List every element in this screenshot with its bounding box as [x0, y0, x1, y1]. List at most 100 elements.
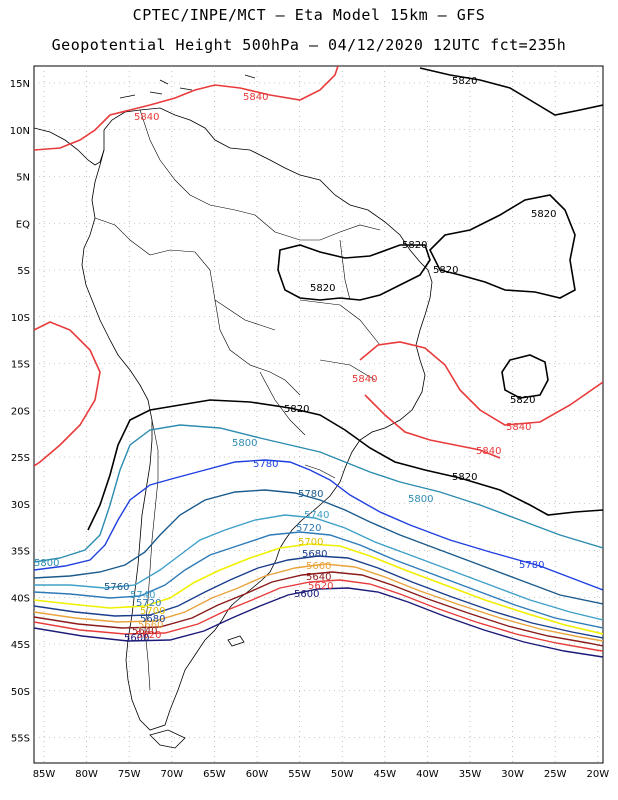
lat-label: 15N — [10, 79, 30, 90]
label-5740-b: 5740 — [130, 590, 155, 601]
label-5840-b: 5840 — [134, 112, 159, 123]
label-5740-a: 5740 — [304, 510, 329, 521]
border-paraguay — [259, 371, 306, 436]
label-5820-b: 5820 — [531, 209, 556, 220]
contour-5760 — [34, 489, 603, 605]
label-5840-e: 5840 — [476, 446, 501, 457]
border-colombia-venezuela — [139, 109, 256, 216]
border-brazil-states — [299, 239, 381, 381]
contour-5720 — [34, 531, 603, 629]
contour-5800-line — [34, 424, 603, 563]
label-5780-b: 5780 — [298, 489, 323, 500]
border-bolivia — [214, 299, 301, 396]
latitude-labels: 15N 10N 5N EQ 5S 10S 15S 20S 25S 30S 35S 40S 45S 50S 5… — [10, 79, 30, 745]
label-5700-b: 5700 — [140, 606, 165, 617]
label-5680-a: 5680 — [302, 549, 327, 560]
label-5820-a: 5820 — [452, 76, 477, 87]
contour-5820-loop — [501, 354, 549, 399]
contour-5840 — [34, 66, 603, 467]
lon-label: 35W — [459, 769, 482, 780]
lat-label: 10S — [11, 313, 30, 324]
label-5800-c: 5800 — [34, 558, 59, 569]
label-5720-a: 5720 — [296, 523, 321, 534]
contour-5780 — [34, 459, 603, 591]
label-5660-a: 5660 — [306, 561, 331, 572]
label-5600-a: 5600 — [294, 589, 319, 600]
label-5640-b: 5640 — [132, 626, 157, 637]
border-ecuador — [94, 217, 151, 256]
label-5820-e: 5820 — [310, 283, 335, 294]
label-5720-b: 5720 — [136, 598, 161, 609]
border-brazil-guyanas — [254, 214, 381, 241]
contour-5700 — [34, 543, 603, 635]
lat-label: 5N — [16, 173, 30, 184]
contour-5840-east — [359, 341, 603, 426]
label-5800-a: 5800 — [232, 438, 257, 449]
label-5700-a: 5700 — [298, 537, 323, 548]
lat-label: 30S — [11, 500, 30, 511]
lon-label: 85W — [33, 769, 56, 780]
label-5820-d: 5820 — [433, 265, 458, 276]
contour-5840-brazil — [364, 394, 501, 459]
longitude-labels: 85W 80W 75W 70W 65W 60W 55W 50W 45W 40W 35W 30W 25W 2… — [33, 769, 610, 780]
contour-5780-line — [34, 459, 603, 591]
lat-label: EQ — [16, 219, 30, 230]
label-5840-d: 5840 — [506, 422, 531, 433]
lon-label: 20W — [586, 769, 609, 780]
contour-5740-line — [34, 514, 603, 621]
contour-5600 — [34, 587, 603, 658]
caribbean-islands — [119, 74, 256, 99]
label-5820-g: 5820 — [284, 404, 309, 415]
tierra-del-fuego — [149, 729, 186, 749]
label-5800-b: 5800 — [408, 494, 433, 505]
contour-5700-line — [34, 543, 603, 635]
contour-5840-north — [34, 66, 339, 151]
label-5840-a: 5840 — [243, 92, 268, 103]
south-america-coast — [81, 107, 433, 731]
title-line-2: Geopotential Height 500hPa – 04/12/2020 … — [51, 36, 567, 54]
contour-5720-line — [34, 531, 603, 629]
label-5680-b: 5680 — [140, 614, 165, 625]
label-5820-c: 5820 — [402, 240, 427, 251]
label-5840-c: 5840 — [352, 374, 377, 385]
contour-5820-north-basin — [429, 194, 576, 299]
contour-5600-line — [34, 587, 603, 658]
title-line-1: CPTEC/INPE/MCT – Eta Model 15km – GFS — [132, 6, 486, 24]
label-5780-c: 5780 — [519, 560, 544, 571]
lat-label: 25S — [11, 453, 30, 464]
coastline-outline — [34, 74, 433, 749]
country-borders — [94, 109, 381, 691]
contour-5740 — [34, 514, 603, 621]
lat-label: 20S — [11, 406, 30, 417]
contour-5840-west — [34, 321, 101, 467]
lon-label: 30W — [501, 769, 524, 780]
lat-label: 50S — [11, 687, 30, 698]
lon-label: 25W — [544, 769, 567, 780]
lat-label: 10N — [10, 126, 30, 137]
lon-label: 65W — [203, 769, 226, 780]
contour-5820-east — [419, 67, 603, 116]
lon-label: 80W — [75, 769, 98, 780]
lon-label: 40W — [416, 769, 439, 780]
label-5660-b: 5660 — [138, 620, 163, 631]
label-5640-a: 5640 — [306, 572, 331, 583]
contour-5760-line — [34, 489, 603, 605]
contour-5660 — [34, 563, 603, 642]
lon-label: 55W — [288, 769, 311, 780]
label-5760-a: 5760 — [104, 582, 129, 593]
label-5600-b: 5600 — [124, 633, 149, 644]
contour-5820-main — [87, 399, 603, 531]
central-america-coast — [34, 127, 105, 166]
label-5780-a: 5780 — [253, 459, 278, 470]
lat-label: 40S — [11, 593, 30, 604]
contour-5800 — [34, 424, 603, 563]
lat-label: 5S — [17, 266, 30, 277]
lat-label: 55S — [11, 734, 30, 745]
lon-label: 45W — [373, 769, 396, 780]
lon-label: 75W — [118, 769, 141, 780]
contour-5680 — [34, 555, 603, 639]
contour-5640-line — [34, 571, 603, 647]
border-chile-argentina — [144, 419, 159, 691]
lat-label: 35S — [11, 547, 30, 558]
contour-5820-inner — [277, 244, 431, 301]
